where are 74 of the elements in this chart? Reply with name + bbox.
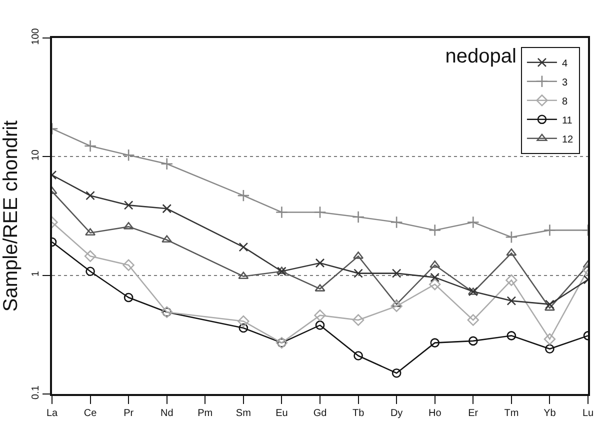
point xyxy=(545,300,554,309)
point xyxy=(506,248,517,256)
point xyxy=(544,333,556,345)
x-tick-label: Er xyxy=(468,408,479,419)
point xyxy=(162,204,172,214)
point xyxy=(237,189,250,202)
point xyxy=(354,351,363,360)
legend-label: 12 xyxy=(562,134,574,146)
x-tick-label: Ce xyxy=(84,408,98,419)
point xyxy=(160,158,174,170)
x-tick-label: Ho xyxy=(428,408,442,419)
point xyxy=(124,292,134,302)
point xyxy=(544,303,555,311)
point xyxy=(238,315,250,328)
point xyxy=(392,368,402,378)
point xyxy=(506,274,518,286)
point xyxy=(314,206,326,219)
point xyxy=(429,278,441,290)
point xyxy=(352,314,364,326)
legend-label: 4 xyxy=(562,58,568,70)
point xyxy=(124,200,134,210)
legend-label: 3 xyxy=(562,77,568,88)
x-tick-label: Lu xyxy=(582,408,594,419)
x-tick-label: Pm xyxy=(198,408,213,419)
point xyxy=(86,266,95,276)
x-tick-label: Dy xyxy=(390,408,403,419)
x-tick-label: Tb xyxy=(352,408,365,419)
point xyxy=(122,148,135,162)
y-tick-label: 0.1 xyxy=(30,385,42,400)
point xyxy=(390,300,402,312)
x-tick-label: La xyxy=(46,408,58,419)
point xyxy=(238,323,248,333)
point xyxy=(86,190,95,200)
point xyxy=(352,210,365,224)
point xyxy=(506,296,516,306)
point xyxy=(122,259,134,271)
point xyxy=(430,260,440,268)
legend-label: 11 xyxy=(562,115,573,126)
y-tick-label: 1 xyxy=(30,270,42,277)
point xyxy=(505,230,518,244)
point xyxy=(430,272,440,282)
point xyxy=(430,338,440,348)
point xyxy=(315,320,325,330)
point xyxy=(238,272,249,280)
point xyxy=(468,336,478,346)
point xyxy=(84,140,97,152)
point xyxy=(315,258,325,268)
x-tick-label: Pr xyxy=(124,408,134,419)
x-tick-label: Nd xyxy=(160,408,174,419)
x-tick-label: Tm xyxy=(504,408,519,419)
point xyxy=(84,250,96,262)
point xyxy=(390,216,403,229)
point xyxy=(506,331,516,340)
point xyxy=(354,268,363,278)
point xyxy=(275,206,288,219)
legend-label: 8 xyxy=(562,96,568,108)
x-tick-label: Gd xyxy=(313,408,327,419)
point xyxy=(238,242,248,252)
y-tick-label: 100 xyxy=(30,28,42,45)
point xyxy=(392,268,402,278)
point xyxy=(545,344,554,354)
x-tick-label: Yb xyxy=(544,408,556,419)
y-tick-label: 10 xyxy=(30,149,42,161)
point xyxy=(543,224,556,236)
y-axis-title: Sample/REE chondrit xyxy=(0,120,22,312)
x-tick-label: Eu xyxy=(276,408,288,419)
point xyxy=(314,310,326,322)
x-tick-label: Sm xyxy=(236,408,251,419)
point xyxy=(467,314,479,326)
point xyxy=(466,216,480,229)
point xyxy=(85,228,96,236)
point xyxy=(428,224,442,236)
point xyxy=(162,235,172,243)
chart-title: nedopal xyxy=(445,46,516,68)
